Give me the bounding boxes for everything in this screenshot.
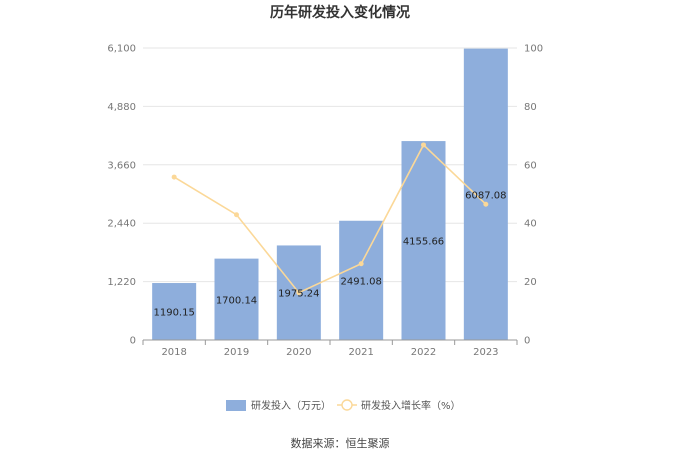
line-series: 1190.15 1700.14 1975.24 2491.08 4155.66 6087.… [153,142,507,319]
y-right-tick-label: 80 [524,102,537,113]
bar-data-label: 4155.66 [403,237,444,248]
line-point [483,201,489,207]
axes: 0 1,220 2,440 3,660 4,880 6,100 0 20 40 60 80 100 20… [107,44,543,359]
y-left-tick-label: 1,220 [107,277,136,288]
bar-data-label: 1190.15 [153,308,194,319]
x-tick-label: 2022 [411,347,436,358]
bar-data-label: 2491.08 [340,276,381,287]
legend-swatch-marker [341,399,353,411]
line-point [421,142,426,148]
x-tick-label: 2023 [473,347,498,358]
y-right-tick-label: 0 [524,336,530,347]
legend-label-bar: 研发投入（万元） [251,399,331,412]
y-right-tick-label: 20 [524,277,537,288]
y-left-tick-label: 2,440 [107,219,136,230]
bar [463,48,508,340]
bar [214,258,259,340]
bar-series [152,48,508,340]
bar-data-label: 1700.14 [216,295,257,306]
legend-swatch-bar [226,400,246,411]
gridlines [143,47,517,283]
line-point [234,212,239,218]
legend-label-line: 研发投入增长率（%） [361,399,461,412]
line-point [171,174,177,180]
y-left-tick-label: 3,660 [107,160,136,171]
y-left-tick-label: 0 [130,336,136,347]
bar-data-label: 6087.08 [465,190,506,201]
y-left-tick-label: 4,880 [107,102,136,113]
line-point [296,290,302,296]
source-note: 数据来源：恒生聚源 [291,436,390,450]
x-tick-label: 2021 [348,347,373,358]
legend: 研发投入（万元） 研发投入增长率（%） [226,399,461,412]
y-right-tick-label: 40 [524,219,537,230]
line-point [358,261,364,267]
bar-data-label: 1975.24 [278,289,319,300]
bar [339,220,384,340]
growth-line [173,143,487,294]
x-tick-label: 2019 [224,347,249,358]
chart-title: 历年研发投入变化情况 [270,4,410,21]
y-right-tick-label: 60 [524,160,537,171]
y-left-tick-label: 6,100 [107,44,136,55]
bar [152,283,197,340]
y-right-tick-label: 100 [524,44,543,55]
x-tick-label: 2018 [161,347,186,358]
x-tick-label: 2020 [286,347,311,358]
